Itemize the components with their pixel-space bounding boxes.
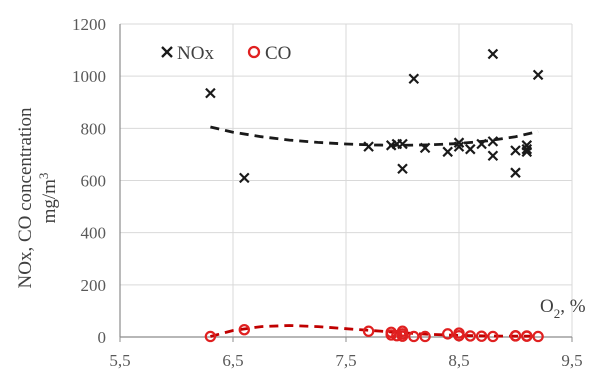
point-nox bbox=[521, 146, 533, 158]
point-co bbox=[453, 329, 465, 342]
point-co bbox=[419, 330, 431, 343]
y-axis-label-line2: mg/m3 bbox=[36, 173, 60, 224]
tick-labels: 0 200 400 600 800 1000 1200 5,5 6,5 7,5 8,5 9,5 bbox=[72, 15, 583, 370]
y-axis-label: NOx, CO concentration mg/m3 bbox=[15, 107, 60, 288]
point-co bbox=[362, 325, 375, 337]
x-axis-label: O2, % bbox=[540, 296, 586, 321]
legend-label-nox: NOx bbox=[177, 43, 214, 64]
point-co bbox=[487, 330, 499, 343]
legend-marker-nox bbox=[161, 46, 173, 58]
point-nox bbox=[363, 141, 374, 152]
point-nox bbox=[419, 142, 431, 154]
y-tick-label: 1200 bbox=[72, 15, 106, 34]
point-nox bbox=[397, 163, 408, 175]
point-nox bbox=[487, 136, 499, 147]
point-nox bbox=[442, 146, 453, 158]
x-tick-label: 8,5 bbox=[448, 351, 469, 370]
point-nox bbox=[476, 138, 487, 150]
trendline-nox bbox=[210, 125, 539, 147]
point-co bbox=[385, 329, 397, 341]
point-co bbox=[396, 330, 409, 342]
point-co bbox=[464, 330, 476, 342]
legend: NOx CO bbox=[161, 43, 291, 64]
y-tick-label: 1000 bbox=[72, 67, 106, 86]
data-markers bbox=[204, 48, 544, 343]
y-tick-label: 200 bbox=[81, 276, 107, 295]
point-co bbox=[408, 330, 420, 343]
point-nox bbox=[205, 87, 216, 99]
point-co bbox=[204, 330, 217, 343]
y-tick-label: 800 bbox=[81, 119, 107, 138]
gridlines bbox=[120, 23, 573, 337]
point-co bbox=[521, 330, 533, 342]
y-tick-label: 600 bbox=[81, 172, 107, 191]
point-nox bbox=[408, 73, 420, 85]
y-tick-label: 400 bbox=[81, 224, 107, 243]
point-nox bbox=[397, 138, 408, 150]
point-nox bbox=[465, 143, 476, 155]
point-nox bbox=[487, 150, 499, 161]
x-tick-label: 6,5 bbox=[222, 351, 243, 370]
point-nox bbox=[453, 137, 465, 148]
y-axis-label-line1: NOx, CO concentration bbox=[15, 107, 36, 288]
point-co bbox=[532, 330, 544, 343]
legend-marker-co bbox=[247, 45, 261, 59]
x-tick-label: 7,5 bbox=[335, 351, 356, 370]
point-co bbox=[238, 323, 250, 336]
point-nox bbox=[453, 141, 465, 152]
x-tick-label: 5,5 bbox=[109, 351, 130, 370]
point-co bbox=[475, 330, 488, 342]
point-nox bbox=[487, 48, 499, 60]
point-nox bbox=[510, 145, 521, 156]
point-nox bbox=[239, 172, 250, 184]
y-tick-label: 0 bbox=[98, 328, 107, 347]
legend-label-co: CO bbox=[265, 43, 291, 64]
point-co bbox=[442, 328, 454, 340]
point-nox bbox=[521, 143, 533, 155]
point-nox bbox=[510, 167, 521, 178]
point-co bbox=[509, 329, 522, 342]
x-tick-label: 9,5 bbox=[561, 351, 582, 370]
point-nox bbox=[532, 69, 544, 81]
